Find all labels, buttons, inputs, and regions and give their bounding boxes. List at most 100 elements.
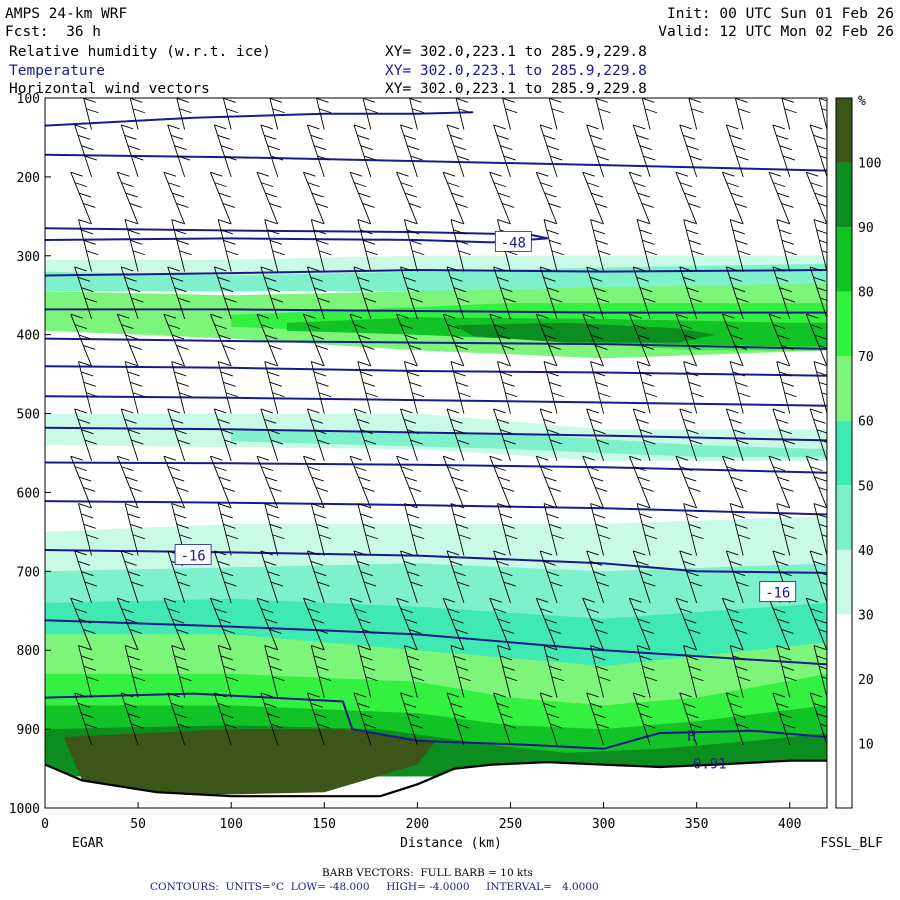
wind-barb-feather bbox=[358, 78, 370, 82]
end-station-label: FSSL_BLF bbox=[820, 836, 883, 851]
wind-barb-feather bbox=[644, 250, 658, 256]
wind-barb-feather bbox=[772, 466, 786, 472]
wind-barb-feather bbox=[316, 381, 329, 387]
wind-barb-feather bbox=[131, 155, 144, 161]
wind-barb-feather bbox=[781, 98, 795, 103]
wind-barb-shaft bbox=[632, 550, 651, 604]
x-axis-label: Distance (km) bbox=[400, 836, 502, 851]
wind-barb-shaft bbox=[83, 98, 92, 130]
wind-barb-feather bbox=[772, 550, 786, 556]
wind-barb-shaft bbox=[70, 172, 92, 225]
wind-barb-feather bbox=[260, 466, 274, 472]
wind-barb-feather bbox=[734, 344, 748, 350]
wind-barb-feather bbox=[644, 108, 658, 114]
wind-barb-feather bbox=[453, 371, 466, 377]
wind-barb-feather bbox=[406, 229, 420, 235]
wind-barb-feather bbox=[732, 145, 746, 151]
wind-barb-feather bbox=[551, 392, 564, 398]
wind-barb-feather bbox=[590, 192, 604, 198]
wind-barb bbox=[74, 124, 97, 178]
wind-barb-shaft bbox=[124, 645, 139, 698]
wind-barb bbox=[683, 503, 704, 556]
wind-barb-feather bbox=[176, 239, 189, 245]
wind-barb-feather bbox=[496, 134, 510, 140]
wind-barb-shaft bbox=[349, 172, 372, 225]
wind-barb bbox=[83, 98, 99, 130]
wind-barb-feather bbox=[272, 250, 285, 256]
wind-barb-shaft bbox=[543, 219, 558, 272]
wind-barb-feather bbox=[598, 534, 611, 540]
wind-barb-feather bbox=[636, 134, 649, 140]
wind-barb-feather bbox=[675, 597, 689, 603]
wind-barb-feather bbox=[316, 523, 329, 529]
wind-barb-shaft bbox=[124, 361, 139, 414]
wind-barb-feather bbox=[225, 534, 239, 540]
wind-barb-feather bbox=[362, 486, 375, 492]
wind-barb-feather bbox=[595, 628, 608, 634]
wind-barb-feather bbox=[270, 155, 284, 161]
wind-barb-feather bbox=[260, 692, 273, 698]
wind-barb bbox=[310, 219, 332, 272]
wind-barb-feather bbox=[225, 250, 239, 256]
wind-barb-feather bbox=[729, 560, 742, 566]
wind-barb bbox=[403, 503, 425, 556]
wind-barb-feather bbox=[455, 628, 468, 634]
wind-barb-shaft bbox=[120, 550, 139, 604]
wind-barb-feather bbox=[546, 229, 559, 235]
wind-barb-shaft bbox=[403, 503, 418, 556]
wind-barb-feather bbox=[403, 418, 417, 424]
wind-barb bbox=[264, 361, 285, 414]
wind-barb-feather bbox=[730, 192, 743, 198]
wind-barb-feather bbox=[637, 334, 650, 340]
wind-barb-feather bbox=[819, 381, 827, 386]
wind-barb-shaft bbox=[409, 98, 418, 130]
wind-barb bbox=[353, 550, 377, 604]
wind-barb-feather bbox=[450, 219, 464, 224]
wind-barb-feather bbox=[172, 334, 185, 340]
wind-barb-feather bbox=[314, 88, 326, 92]
wind-barb-feather bbox=[353, 550, 367, 556]
wind-barb-feather bbox=[446, 550, 460, 556]
wind-barb bbox=[353, 692, 377, 746]
wind-barb-shaft bbox=[809, 124, 827, 178]
wind-barb-feather bbox=[590, 476, 604, 482]
wind-barb-feather bbox=[354, 608, 367, 614]
wind-barb-feather bbox=[549, 665, 562, 671]
wind-barb-feather bbox=[493, 408, 506, 414]
wind-barb-feather bbox=[596, 581, 609, 587]
wind-barb-feather bbox=[163, 597, 176, 603]
wind-barb bbox=[303, 597, 329, 651]
wind-barb bbox=[675, 597, 701, 651]
wind-barb bbox=[256, 455, 282, 509]
wind-barb-feather bbox=[643, 723, 656, 729]
wind-barb bbox=[805, 313, 827, 367]
wind-barb-feather bbox=[404, 476, 418, 482]
wind-barb-shaft bbox=[209, 172, 232, 225]
wind-barb bbox=[493, 550, 516, 604]
wind-barb-feather bbox=[315, 202, 329, 208]
wind-barb bbox=[543, 361, 564, 414]
wind-barb-feather bbox=[317, 581, 330, 587]
wind-barb bbox=[310, 645, 332, 698]
wind-barb-feather bbox=[179, 250, 192, 256]
wind-barb-feather bbox=[590, 219, 603, 224]
wind-barb bbox=[353, 266, 377, 320]
wind-barb-feather bbox=[779, 88, 791, 92]
wind-barb-shaft bbox=[813, 503, 827, 556]
wind-barb-feather bbox=[458, 250, 471, 256]
wind-barb-feather bbox=[400, 692, 413, 698]
wind-barb bbox=[809, 124, 827, 178]
wind-barb-feather bbox=[768, 171, 782, 177]
wind-barb-feather bbox=[451, 476, 464, 482]
wind-barb-feather bbox=[779, 229, 792, 235]
wind-barb-feather bbox=[78, 219, 91, 224]
wind-barb-shaft bbox=[213, 266, 232, 320]
wind-barb bbox=[675, 313, 701, 367]
wind-barb-shaft bbox=[256, 314, 279, 367]
wind-barb-feather bbox=[77, 702, 91, 708]
wind-barb-feather bbox=[176, 98, 189, 103]
wind-barb-feather bbox=[170, 418, 184, 424]
wind-barb-shaft bbox=[721, 598, 744, 651]
colorbar-frame bbox=[835, 97, 853, 809]
wind-barb-feather bbox=[404, 618, 418, 624]
